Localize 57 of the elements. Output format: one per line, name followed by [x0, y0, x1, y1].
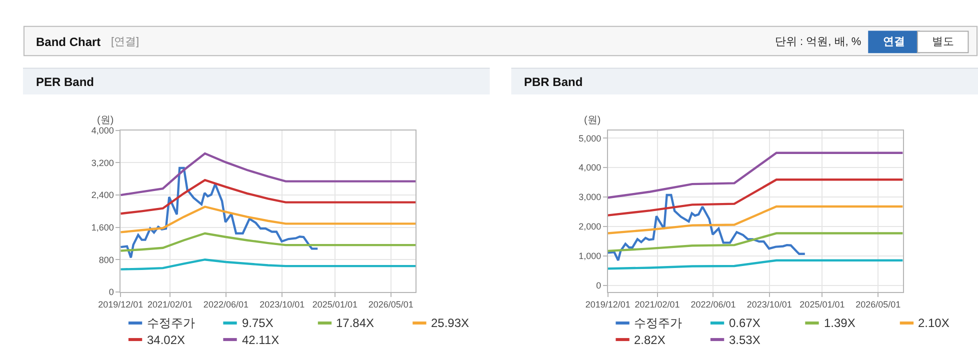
text: [연결] [111, 36, 140, 48]
x-tick-label: 2019/12/01 [585, 300, 630, 310]
line-series [608, 205, 903, 234]
legend-label: 3.53X [729, 333, 760, 347]
x-tick-label: 2022/06/01 [203, 300, 248, 310]
chart-title: PBR Band [524, 75, 583, 89]
line-series [120, 232, 416, 252]
line-series [608, 152, 903, 199]
y-tick-label: 1,600 [91, 222, 114, 232]
legend-label: 34.02X [147, 333, 186, 347]
legend-label: 9.75X [242, 316, 274, 330]
y-axis-title: (원) [97, 115, 114, 126]
legend-label: 17.84X [336, 316, 374, 330]
y-tick-label: 4,000 [91, 126, 114, 136]
line-series [120, 178, 416, 215]
y-tick-label: 1,000 [578, 251, 602, 262]
x-tick-label: 2021/02/01 [634, 300, 680, 310]
y-tick-label: 800 [98, 254, 114, 265]
x-tick-label: 2025/01/01 [800, 300, 845, 310]
legend-label: 25.93X [431, 316, 470, 330]
chart-title: PER Band [36, 75, 94, 89]
text: Band Chart [36, 35, 101, 49]
x-tick-label: 2019/12/01 [98, 300, 144, 310]
legend-label: 0.67X [729, 316, 760, 330]
legend-label: 42.11X [242, 333, 280, 347]
legend-label: 2.82X [634, 333, 666, 347]
line-series [120, 166, 319, 259]
x-tick-label: 2026/05/01 [856, 300, 901, 310]
y-tick-label: 2,400 [91, 190, 114, 200]
y-tick-label: 0 [596, 280, 602, 291]
x-tick-label: 2026/05/01 [368, 300, 414, 310]
line-series [608, 178, 903, 216]
y-axis-title: (원) [584, 115, 601, 126]
line-series [120, 152, 416, 196]
text: 연결 [883, 36, 905, 48]
line-series [608, 194, 806, 262]
legend-label: 1.39X [824, 316, 856, 330]
legend-label: 2.10X [918, 316, 950, 330]
x-tick-label: 2022/06/01 [690, 300, 736, 310]
y-tick-label: 0 [108, 287, 114, 298]
y-tick-label: 2,000 [578, 222, 602, 232]
text: 별도 [932, 36, 954, 48]
x-tick-label: 2025/01/01 [312, 300, 358, 310]
line-series [120, 258, 416, 270]
line-series [120, 206, 416, 234]
y-tick-label: 3,000 [578, 192, 602, 202]
x-tick-label: 2023/10/01 [260, 300, 305, 310]
line-series [608, 259, 903, 270]
x-tick-label: 2021/02/01 [147, 300, 193, 310]
text: 단위 : 억원, 배, % [775, 36, 862, 48]
y-tick-label: 4,000 [578, 162, 602, 173]
x-tick-label: 2023/10/01 [746, 300, 792, 310]
legend-label: 수정주가 [147, 316, 195, 330]
y-tick-label: 3,200 [91, 158, 114, 168]
line-series [608, 232, 903, 252]
legend-label: 수정주가 [634, 316, 682, 330]
y-tick-label: 5,000 [578, 133, 602, 144]
